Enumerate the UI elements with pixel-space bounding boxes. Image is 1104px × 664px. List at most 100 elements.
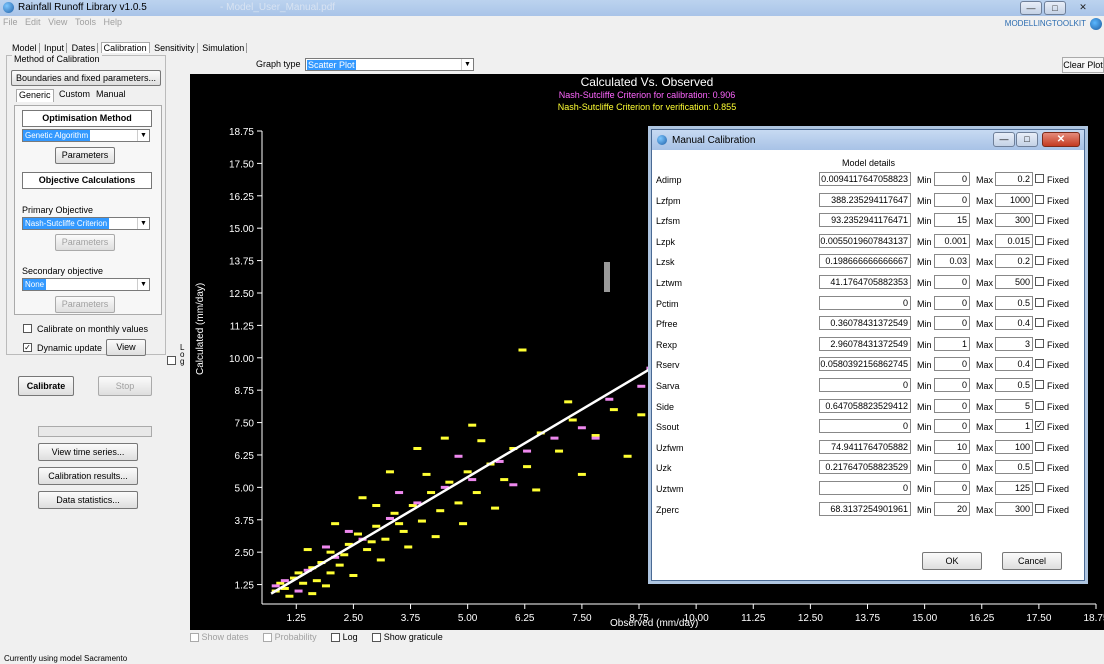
minimize-button[interactable]: — <box>1020 1 1042 15</box>
primary-objective-select[interactable]: Nash-Sutcliffe Criterion ▼ <box>22 217 150 230</box>
max-value-field[interactable]: 300 <box>995 213 1033 228</box>
min-value-field[interactable]: 1 <box>934 336 970 351</box>
probability-checkbox[interactable] <box>263 633 273 643</box>
max-value-field[interactable]: 0.5 <box>995 378 1033 392</box>
log-checkbox[interactable] <box>331 633 341 643</box>
tab-dates[interactable]: Dates <box>70 43 99 53</box>
fixed-checkbox[interactable] <box>1035 338 1044 348</box>
tab-custom[interactable]: Custom <box>59 89 91 99</box>
max-value-field[interactable]: 0.4 <box>995 357 1033 372</box>
close-icon[interactable]: ✕ <box>1079 2 1087 12</box>
tab-calibration[interactable]: Calibration <box>100 42 150 53</box>
param-value-field[interactable]: 0 <box>819 481 911 495</box>
primary-parameters-button[interactable]: Parameters <box>55 234 115 251</box>
max-value-field[interactable]: 100 <box>995 439 1033 454</box>
param-value-field[interactable]: 74.9411764705882 <box>819 439 911 454</box>
fixed-checkbox[interactable] <box>1035 318 1044 328</box>
param-value-field[interactable]: 2.96078431372549 <box>819 336 911 351</box>
fixed-checkbox[interactable]: ✓ <box>1035 421 1044 431</box>
min-value-field[interactable]: 0 <box>934 481 970 495</box>
fixed-checkbox[interactable] <box>1035 359 1044 369</box>
min-value-field[interactable]: 0 <box>934 192 970 207</box>
max-value-field[interactable]: 500 <box>995 275 1033 289</box>
graph-type-select[interactable]: Scatter Plot ▼ <box>305 58 474 71</box>
max-value-field[interactable]: 300 <box>995 501 1033 516</box>
show-dates-checkbox[interactable] <box>190 633 199 643</box>
max-value-field[interactable]: 3 <box>995 336 1033 351</box>
max-value-field[interactable]: 125 <box>995 481 1033 495</box>
ok-button[interactable]: OK <box>922 552 982 570</box>
secondary-objective-select[interactable]: None ▼ <box>22 278 150 291</box>
param-value-field[interactable]: 68.3137254901961 <box>819 501 911 516</box>
tab-input[interactable]: Input <box>42 43 68 53</box>
min-value-field[interactable]: 0 <box>934 419 970 434</box>
menu-view[interactable]: View <box>48 17 68 27</box>
max-value-field[interactable]: 0.5 <box>995 460 1033 475</box>
min-value-field[interactable]: 20 <box>934 501 970 516</box>
param-value-field[interactable]: 0 <box>819 295 911 310</box>
min-value-field[interactable]: 10 <box>934 439 970 454</box>
dialog-minimize-button[interactable]: — <box>993 132 1015 147</box>
min-value-field[interactable]: 0 <box>934 460 970 475</box>
min-value-field[interactable]: 0.001 <box>934 233 970 248</box>
menu-edit[interactable]: Edit <box>25 17 41 27</box>
param-value-field[interactable]: 0.198666666666667 <box>819 254 911 269</box>
param-value-field[interactable]: 0 <box>819 419 911 434</box>
min-value-field[interactable]: 0 <box>934 398 970 413</box>
max-value-field[interactable]: 0.2 <box>995 254 1033 269</box>
boundaries-button[interactable]: Boundaries and fixed parameters... <box>11 70 161 86</box>
fixed-checkbox[interactable] <box>1035 215 1044 225</box>
fixed-checkbox[interactable] <box>1035 174 1044 183</box>
param-value-field[interactable]: 0.0055019607843137 <box>819 233 911 248</box>
fixed-checkbox[interactable] <box>1035 503 1044 513</box>
view-button[interactable]: View <box>106 339 146 356</box>
max-value-field[interactable]: 1000 <box>995 192 1033 207</box>
max-value-field[interactable]: 0.4 <box>995 316 1033 331</box>
max-value-field[interactable]: 0.015 <box>995 233 1033 248</box>
max-value-field[interactable]: 5 <box>995 398 1033 413</box>
show-graticule-checkbox[interactable] <box>372 633 382 643</box>
param-value-field[interactable]: 0.0580392156862745 <box>819 357 911 372</box>
max-value-field[interactable]: 0.2 <box>995 172 1033 186</box>
fixed-checkbox[interactable] <box>1035 400 1044 410</box>
param-value-field[interactable]: 0 <box>819 378 911 392</box>
fixed-checkbox[interactable] <box>1035 235 1044 245</box>
tab-sensitivity[interactable]: Sensitivity <box>152 43 198 53</box>
param-value-field[interactable]: 388.235294117647 <box>819 192 911 207</box>
max-value-field[interactable]: 1 <box>995 419 1033 434</box>
menu-file[interactable]: File <box>3 17 18 27</box>
tab-simulation[interactable]: Simulation <box>200 43 248 53</box>
max-value-field[interactable]: 0.5 <box>995 295 1033 310</box>
param-value-field[interactable]: 0.36078431372549 <box>819 316 911 331</box>
tab-model[interactable]: Model <box>10 43 40 53</box>
min-value-field[interactable]: 0.03 <box>934 254 970 269</box>
min-value-field[interactable]: 0 <box>934 172 970 186</box>
dialog-close-icon[interactable]: ✕ <box>1042 132 1080 147</box>
fixed-checkbox[interactable] <box>1035 256 1044 266</box>
param-value-field[interactable]: 0.647058823529412 <box>819 398 911 413</box>
min-value-field[interactable]: 15 <box>934 213 970 228</box>
tab-generic[interactable]: Generic <box>16 89 54 102</box>
fixed-checkbox[interactable] <box>1035 441 1044 451</box>
optimisation-parameters-button[interactable]: Parameters <box>55 147 115 164</box>
min-value-field[interactable]: 0 <box>934 316 970 331</box>
min-value-field[interactable]: 0 <box>934 357 970 372</box>
fixed-checkbox[interactable] <box>1035 462 1044 472</box>
calibration-results-button[interactable]: Calibration results... <box>38 467 138 485</box>
fixed-checkbox[interactable] <box>1035 194 1044 204</box>
min-value-field[interactable]: 0 <box>934 295 970 310</box>
monthly-checkbox[interactable] <box>23 324 32 333</box>
param-value-field[interactable]: 41.1764705882353 <box>819 275 911 289</box>
optimisation-select[interactable]: Genetic Algorithm ▼ <box>22 129 150 142</box>
calibrate-button[interactable]: Calibrate <box>18 376 74 396</box>
tab-manual[interactable]: Manual <box>96 89 126 99</box>
fixed-checkbox[interactable] <box>1035 380 1044 389</box>
fixed-checkbox[interactable] <box>1035 483 1044 492</box>
log-y-checkbox[interactable] <box>167 356 176 365</box>
menu-help[interactable]: Help <box>103 17 122 27</box>
fixed-checkbox[interactable] <box>1035 297 1044 307</box>
menu-tools[interactable]: Tools <box>74 17 96 27</box>
data-statistics-button[interactable]: Data statistics... <box>38 491 138 509</box>
clear-plot-button[interactable]: Clear Plot <box>1062 57 1104 73</box>
param-value-field[interactable]: 93.2352941176471 <box>819 213 911 228</box>
